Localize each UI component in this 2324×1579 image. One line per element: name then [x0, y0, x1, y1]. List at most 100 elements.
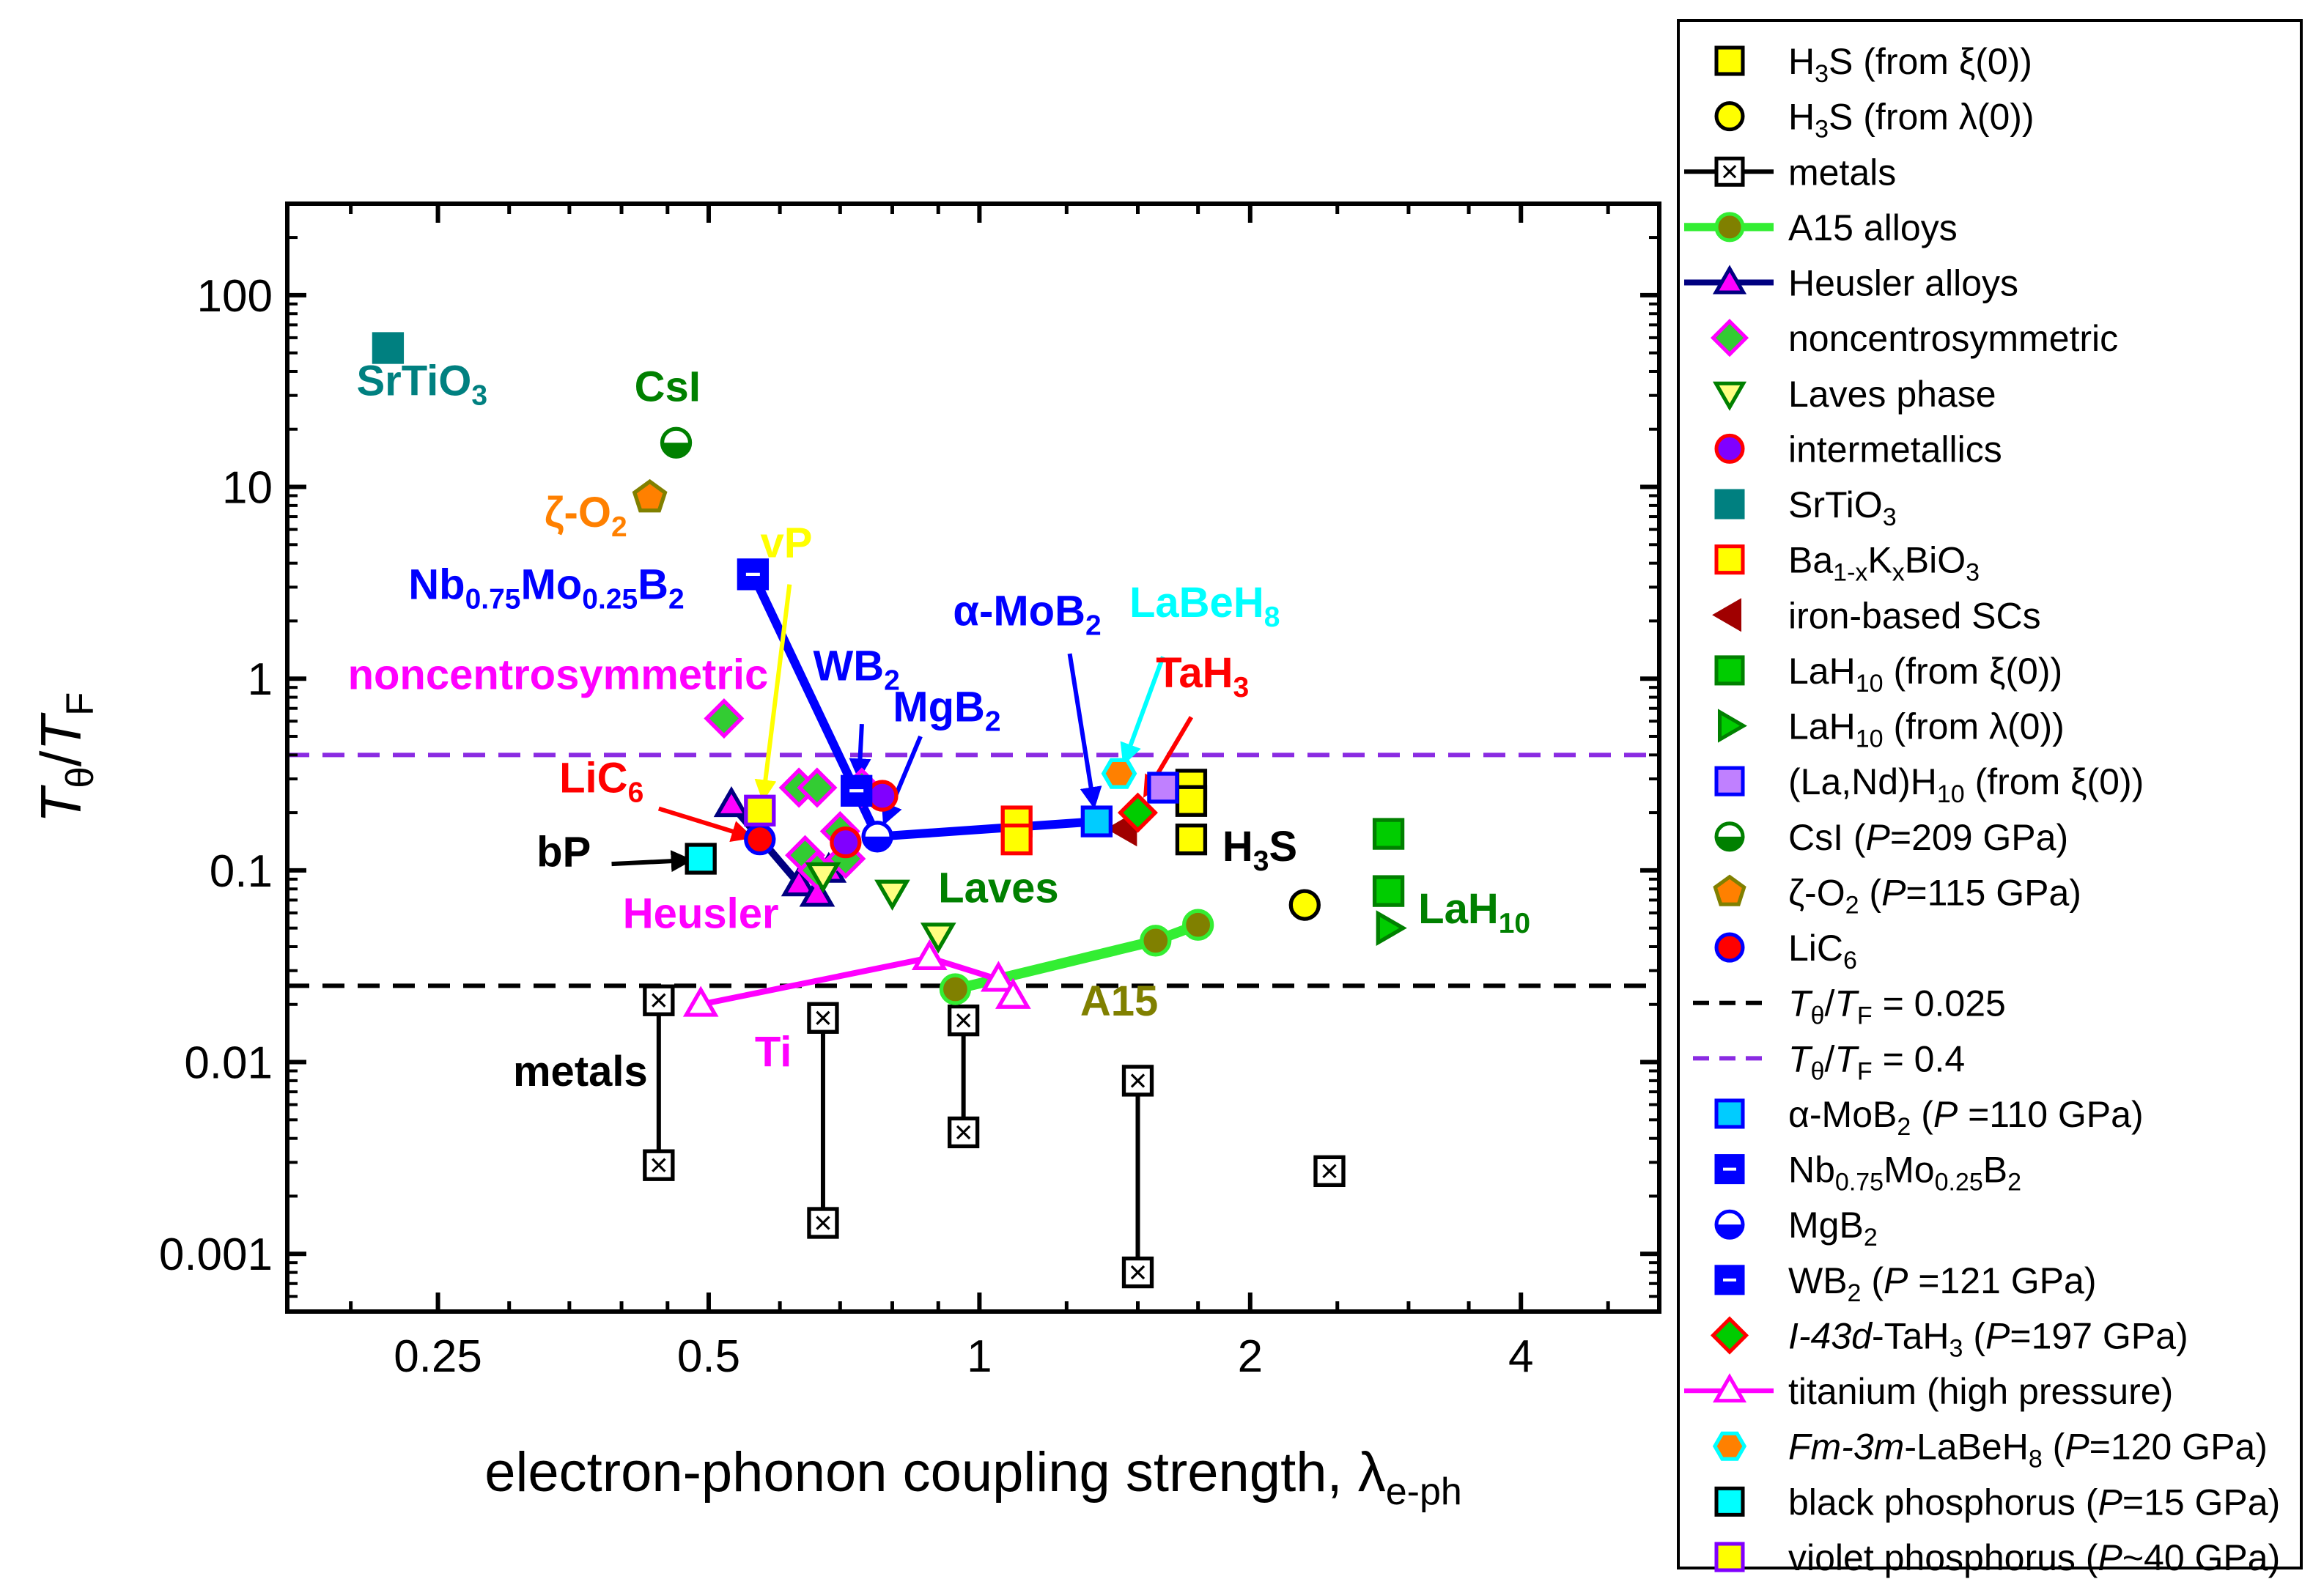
x-tick-label: 1 — [967, 1331, 992, 1382]
legend: H3S (from ξ(0)) H3S (from λ(0)) metals A15 … — [1677, 19, 2303, 1578]
point-s20-0 — [841, 774, 873, 807]
legend-entry: WB2 (P =121 GPa) — [1714, 1260, 2096, 1307]
y-tick-label: 1 — [248, 654, 273, 705]
arrow-alpha-mob2 — [1067, 653, 1102, 810]
point-s15-0 — [632, 478, 668, 513]
legend-label: violet phosphorus (P~40 GPa) — [1788, 1537, 2280, 1578]
label-tah3: TaH3 — [1156, 649, 1249, 703]
label-metals: metals — [513, 1048, 648, 1095]
legend-entry: black phosphorus (P=15 GPa) — [1714, 1482, 2280, 1523]
y-tick-label: 10 — [222, 463, 273, 514]
legend-label: Laves phase — [1788, 374, 1996, 415]
legend-label: LiC6 — [1788, 928, 1857, 975]
point-s2-5 — [947, 1116, 980, 1149]
legend-marker — [1714, 433, 1745, 464]
legend-label: Fm-3m-LaBeH8 (P=120 GPa) — [1788, 1427, 2268, 1473]
legend-entry: I-43d-TaH3 (P=197 GPa) — [1710, 1315, 2188, 1362]
label-csi: CsI — [635, 363, 701, 411]
label-laves: Laves — [938, 865, 1058, 912]
legend-label: SrTiO3 — [1788, 484, 1897, 531]
x-axis-label: electron-phonon coupling strength, λe-ph — [484, 1441, 1462, 1513]
point-s4-2 — [799, 876, 835, 907]
point-s19-0 — [861, 821, 893, 853]
legend-entry: A15 alloys — [1684, 207, 1958, 248]
y-tick-label: 100 — [197, 271, 273, 322]
legend-entry: SrTiO3 — [1714, 484, 1897, 531]
point-s0-2 — [1175, 823, 1208, 856]
plot-frame — [285, 201, 1661, 1314]
legend-entry: noncentrosymmetric — [1710, 318, 2118, 359]
label-vp: vP — [760, 519, 812, 566]
point-s18-0 — [737, 558, 770, 591]
annotation-arrows — [611, 584, 1194, 873]
label-bp: bP — [536, 828, 591, 876]
legend-label: noncentrosymmetric — [1788, 318, 2118, 359]
label-zeta-o2: ζ-O2 — [545, 489, 627, 543]
y-tick-label: 0.001 — [159, 1229, 273, 1280]
legend-label: Ba1-xKxBiO3 — [1788, 540, 1980, 587]
legend-label: H3S (from λ(0)) — [1788, 97, 2035, 144]
point-s6-1 — [874, 879, 910, 911]
point-s2-4 — [947, 1004, 980, 1037]
legend-entry: Nb0.75Mo0.25B2 — [1714, 1150, 2021, 1197]
point-s2-6 — [1121, 1065, 1154, 1097]
point-s22-2 — [980, 961, 1017, 992]
point-s7-0 — [866, 780, 899, 812]
x-tick-label: 2 — [1238, 1331, 1263, 1382]
label-nb-mo-b2: Nb0.75Mo0.25B2 — [408, 561, 684, 615]
legend-label: ζ-O2 (P=115 GPa) — [1788, 872, 2081, 919]
point-s23-0 — [1101, 758, 1137, 789]
point-s12-0 — [1376, 910, 1407, 947]
point-s3-0 — [939, 973, 972, 1005]
legend-label: CsI (P=209 GPa) — [1788, 817, 2068, 858]
point-s2-2 — [807, 1002, 839, 1034]
label-noncentro: noncentrosymmetric — [348, 651, 769, 699]
legend-entry: LaH10 (from ξ(0)) — [1714, 651, 2062, 698]
legend-entry: Tθ/TF = 0.025 — [1693, 983, 2006, 1030]
label-a15: A15 — [1080, 977, 1158, 1025]
legend-marker — [1712, 1373, 1747, 1403]
legend-label: titanium (high pressure) — [1788, 1371, 2173, 1412]
legend-marker — [1714, 1486, 1745, 1517]
legend-marker — [1714, 932, 1745, 963]
legend-box — [1677, 19, 2303, 1569]
point-s4-1 — [781, 865, 817, 897]
legend-label: Heusler alloys — [1788, 263, 2018, 304]
legend-label: Tθ/TF = 0.025 — [1788, 983, 2006, 1030]
legend-entry: ζ-O2 (P=115 GPa) — [1713, 872, 2081, 919]
point-s22-1 — [911, 939, 948, 971]
y-axis-label-group: Tθ/TF — [29, 692, 102, 824]
legend-marker — [1714, 101, 1745, 132]
point-s2-1 — [643, 1149, 675, 1181]
legend-marker — [1712, 381, 1747, 411]
x-tick-label: 0.25 — [394, 1331, 482, 1382]
legend-marker — [1714, 766, 1745, 796]
point-s0-1 — [1175, 785, 1208, 817]
label-srtio3: SrTiO3 — [356, 358, 487, 412]
point-s13-0 — [1147, 772, 1179, 804]
point-s17-0 — [1080, 805, 1113, 837]
legend-marker — [1714, 1154, 1745, 1185]
x-tick-label: 0.5 — [677, 1331, 740, 1382]
legend-entry: Tθ/TF = 0.4 — [1693, 1038, 1965, 1085]
legend-entry: iron-based SCs — [1712, 595, 2041, 636]
legend-label: H3S (from ξ(0)) — [1788, 41, 2032, 88]
legend-label: metals — [1788, 152, 1896, 193]
label-heusler: Heusler — [623, 890, 779, 938]
legend-entry: α-MoB2 (P =110 GPa) — [1714, 1094, 2144, 1141]
legend-entry: metals — [1684, 152, 1896, 193]
point-s1-0 — [1288, 889, 1321, 921]
legend-entry: H3S (from ξ(0)) — [1714, 41, 2032, 88]
annotation-labels: SrTiO3 CsI ζ-O2 Nb0.75Mo0.25B2 vP α-MoB2 LaBeH… — [348, 358, 1531, 1096]
legend-label: Tθ/TF = 0.4 — [1788, 1038, 1965, 1085]
point-s9-1 — [1000, 823, 1033, 856]
y-tick-label: 0.01 — [184, 1038, 273, 1089]
point-s7-1 — [830, 826, 862, 859]
legend-marker — [1714, 821, 1745, 852]
point-s6-2 — [920, 922, 956, 954]
arrow-labeh8 — [1120, 656, 1165, 766]
label-ti: Ti — [755, 1028, 792, 1076]
legend-entry: (La,Nd)H10 (from ξ(0)) — [1714, 761, 2144, 808]
legend-entry: LiC6 — [1714, 928, 1857, 975]
legend-marker — [1714, 1209, 1745, 1240]
